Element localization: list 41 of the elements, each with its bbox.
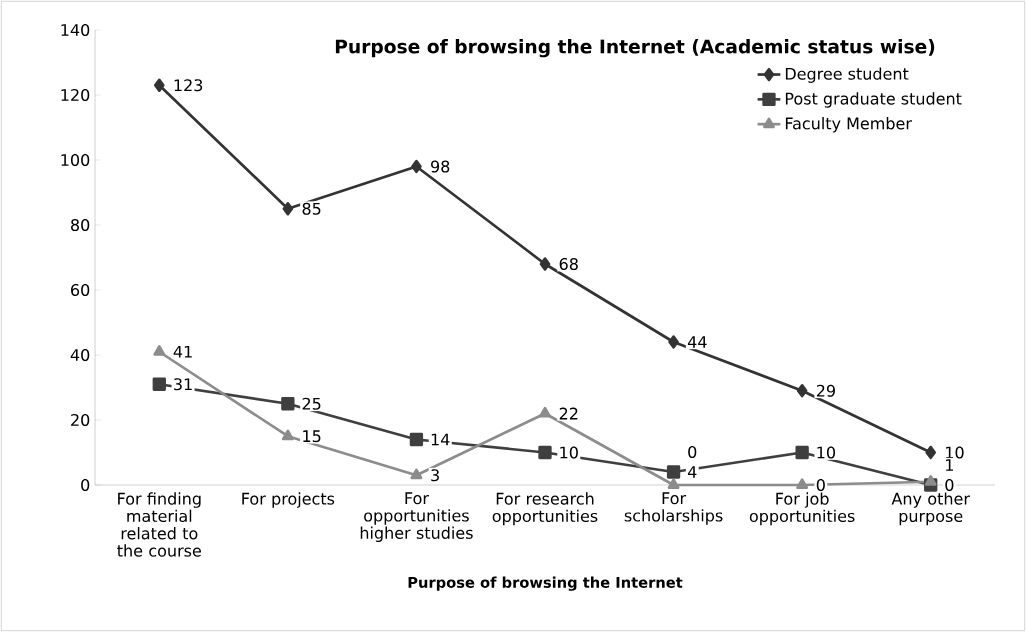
data-label: 41 [173,345,192,358]
y-tick-label: 60 [71,283,90,297]
y-tick-label: 120 [61,88,90,102]
legend-label: Post graduate student [785,92,962,108]
x-tick-label: For job opportunities [749,492,855,526]
x-tick-label: Any other purpose [891,492,970,526]
x-axis-title: Purpose of browsing the Internet [408,576,683,591]
data-label: 10 [946,446,964,459]
data-label: 25 [302,397,321,410]
chart-title: Purpose of browsing the Internet (Academic status wise) [335,39,935,58]
data-label: 1 [946,459,953,471]
data-label: 10 [560,446,578,459]
y-tick-label: 20 [71,413,90,427]
data-label: 3 [431,469,439,482]
data-label: 14 [431,433,450,446]
data-label: 98 [431,160,450,173]
data-label: 85 [302,202,321,215]
legend-label: Faculty Member [785,117,912,133]
data-label: 29 [816,384,835,397]
x-tick-label: For research opportunities [492,492,598,526]
data-label: 22 [559,407,578,420]
y-tick-label: 140 [61,23,90,37]
data-label: 31 [174,378,192,391]
data-label: 4 [687,466,697,478]
data-label: 44 [687,336,707,348]
y-tick-label: 100 [61,153,90,167]
data-label: 10 [817,446,836,459]
data-label: 15 [303,430,321,443]
data-label: 68 [559,257,578,271]
data-label: 0 [688,445,697,459]
y-tick-label: 0 [81,478,90,492]
x-tick-label: For scholarships [624,492,723,525]
data-label: 0 [816,478,825,492]
y-tick-label: 40 [70,348,90,362]
y-tick-label: 80 [71,218,90,232]
legend-label: Degree student [785,67,909,83]
data-label: 123 [174,79,203,92]
x-tick-label: For opportunities higher studies [360,492,473,543]
data-label: 0 [945,478,954,492]
x-tick-label: For finding material related to the course [117,492,201,557]
x-tick-label: For projects [242,492,335,508]
